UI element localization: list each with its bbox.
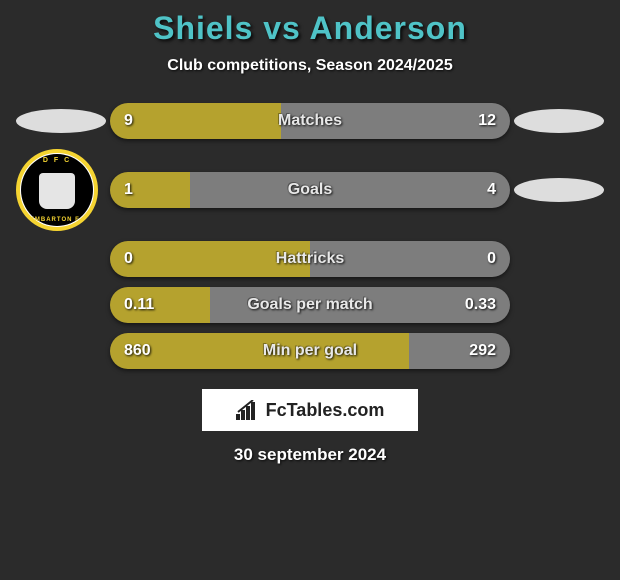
stat-bar: 0 Hattricks 0 (110, 241, 510, 277)
stat-left-value: 1 (124, 181, 133, 199)
stat-left-value: 860 (124, 342, 151, 360)
bar-right-fill (190, 172, 510, 208)
stat-row: 9 Matches 12 (0, 103, 620, 139)
stat-row: 860 Min per goal 292 (0, 333, 620, 369)
stat-right-value: 4 (487, 181, 496, 199)
bar-left-fill (110, 333, 409, 369)
club-crest-badge: D F C DUMBARTON F.C. (10, 149, 110, 231)
stat-bar: 0.11 Goals per match 0.33 (110, 287, 510, 323)
stat-label: Matches (278, 112, 342, 130)
side-spacer (510, 241, 610, 277)
stat-left-value: 9 (124, 112, 133, 130)
stat-bar: 1 Goals 4 (110, 172, 510, 208)
page-title: Shiels vs Anderson (0, 10, 620, 47)
player-badge-right (510, 172, 610, 208)
stat-label: Min per goal (263, 342, 357, 360)
stat-label: Hattricks (276, 250, 344, 268)
stat-row: D F C DUMBARTON F.C. 1 Goals 4 (0, 149, 620, 231)
stat-row: 0 Hattricks 0 (0, 241, 620, 277)
side-spacer (10, 333, 110, 369)
stat-bar: 860 Min per goal 292 (110, 333, 510, 369)
side-spacer (10, 287, 110, 323)
club-crest: D F C DUMBARTON F.C. (16, 149, 98, 231)
stat-right-value: 0.33 (465, 296, 496, 314)
ellipse-icon (16, 109, 106, 133)
side-spacer (10, 241, 110, 277)
brand-logo[interactable]: FcTables.com (202, 389, 418, 431)
player-badge-right (510, 103, 610, 139)
stat-label: Goals per match (247, 296, 372, 314)
player-badge-left (10, 103, 110, 139)
crest-bottom-text: DUMBARTON F.C. (24, 217, 90, 223)
ellipse-icon (514, 109, 604, 133)
chart-icon (236, 400, 260, 420)
subtitle: Club competitions, Season 2024/2025 (0, 57, 620, 75)
stat-bar: 9 Matches 12 (110, 103, 510, 139)
side-spacer (510, 333, 610, 369)
brand-text: FcTables.com (266, 400, 385, 421)
stat-right-value: 0 (487, 250, 496, 268)
elephant-icon (39, 173, 75, 209)
stat-left-value: 0 (124, 250, 133, 268)
stat-row: 0.11 Goals per match 0.33 (0, 287, 620, 323)
bar-left-fill (110, 172, 190, 208)
stat-right-value: 12 (478, 112, 496, 130)
stats-rows: 9 Matches 12 D F C DUMBARTON F.C. 1 Goals 4 0 Hat… (0, 103, 620, 369)
snapshot-date: 30 september 2024 (0, 445, 620, 465)
stat-label: Goals (288, 181, 332, 199)
comparison-widget: Shiels vs Anderson Club competitions, Se… (0, 0, 620, 465)
side-spacer (510, 287, 610, 323)
crest-top-text: D F C (43, 157, 71, 164)
bar-left-fill (110, 103, 281, 139)
stat-left-value: 0.11 (124, 296, 154, 314)
stat-right-value: 292 (469, 342, 496, 360)
ellipse-icon (514, 178, 604, 202)
